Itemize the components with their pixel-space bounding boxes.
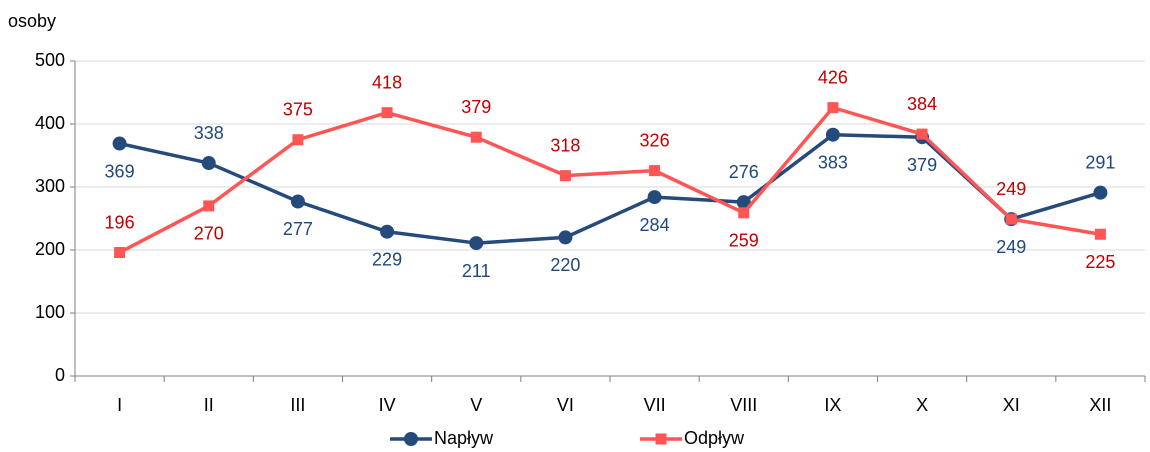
data-label: 383 [818,152,848,172]
marker [916,128,928,140]
marker [1005,213,1017,225]
data-label: 249 [996,237,1026,257]
data-label: 338 [194,123,224,143]
marker [380,224,395,239]
marker [655,433,667,445]
marker [203,200,215,212]
data-label: 375 [283,100,313,120]
marker [825,127,840,142]
x-tick-label: V [470,395,482,415]
marker [470,131,482,143]
y-tick-label: 500 [35,50,65,70]
marker [290,194,305,209]
x-tick-label: VII [644,395,666,415]
marker [292,134,304,146]
marker [827,102,839,114]
marker [1094,228,1106,240]
marker [738,207,750,219]
data-label: 225 [1085,252,1115,272]
data-label: 369 [105,161,135,181]
data-label: 276 [729,162,759,182]
series-line [118,105,1101,255]
marker [1093,185,1108,200]
data-label: 249 [996,179,1026,199]
legend-label: Napływ [434,428,494,448]
data-label: 211 [462,261,491,281]
x-tick-label: IV [379,395,396,415]
data-label: 291 [1085,152,1115,172]
x-tick-label: XII [1089,395,1111,415]
y-tick-label: 300 [35,176,65,196]
legend-label: Odpływ [684,428,745,448]
marker [649,165,661,177]
data-label: 326 [640,130,670,150]
data-label: 379 [461,97,491,117]
data-label: 220 [550,255,580,275]
data-label: 229 [372,249,402,269]
x-tick-label: I [117,395,122,415]
x-tick-label: IX [824,395,841,415]
marker [469,236,484,251]
marker [381,107,393,119]
y-tick-label: 100 [35,302,65,322]
data-label: 426 [818,67,848,87]
marker [736,195,751,210]
series-line [119,132,1101,245]
x-tick-label: X [916,395,928,415]
data-label: 379 [907,155,937,175]
data-label: 384 [907,94,937,114]
x-tick-label: II [204,395,214,415]
marker [114,247,126,259]
y-tick-label: 200 [35,239,65,259]
data-label: 318 [550,135,580,155]
marker [404,432,418,446]
marker [559,170,571,182]
data-label: 418 [372,72,402,92]
x-tick-label: VIII [730,395,757,415]
marker [201,156,216,171]
marker [112,136,127,151]
data-label: 270 [194,224,224,244]
data-label: 196 [105,212,135,232]
y-tick-label: 400 [35,113,65,133]
x-tick-label: VI [557,395,574,415]
data-label: 277 [283,219,313,239]
x-tick-label: III [290,395,305,415]
data-label: 284 [640,215,670,235]
y-tick-label: 0 [55,365,65,385]
data-label: 259 [729,231,759,251]
marker [647,190,662,205]
y-axis-label: osoby [8,11,56,31]
marker [558,230,573,245]
x-tick-label: XI [1003,395,1020,415]
